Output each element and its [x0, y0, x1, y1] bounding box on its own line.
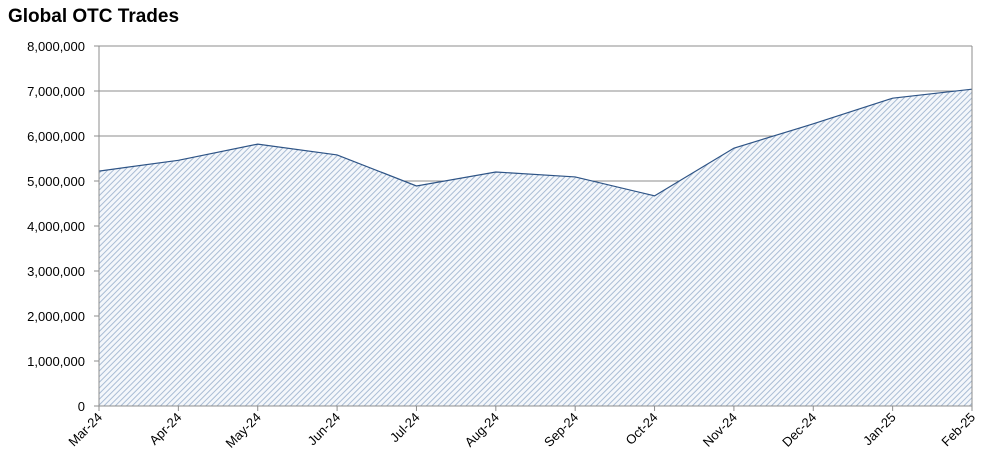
y-tick-label: 8,000,000: [27, 39, 85, 54]
y-tick-label: 7,000,000: [27, 84, 85, 99]
x-tick-label: Feb-25: [938, 410, 978, 450]
x-tick-label: Apr-24: [146, 410, 184, 448]
y-tick-label: 1,000,000: [27, 354, 85, 369]
y-tick-label: 2,000,000: [27, 309, 85, 324]
x-tick-label: Aug-24: [462, 410, 502, 450]
x-tick-label: Sep-24: [541, 410, 581, 450]
chart-title: Global OTC Trades: [8, 6, 179, 27]
y-tick-label: 3,000,000: [27, 264, 85, 279]
area-fill: [99, 89, 972, 406]
x-tick-label: Jun-24: [304, 410, 343, 449]
x-tick-label: Jul-24: [387, 410, 423, 446]
x-tick-label: Mar-24: [65, 410, 105, 450]
x-tick-label: Dec-24: [779, 410, 819, 450]
y-tick-label: 0: [78, 399, 85, 414]
y-tick-label: 4,000,000: [27, 219, 85, 234]
x-tick-label: Jan-25: [860, 410, 899, 449]
x-tick-label: May-24: [223, 410, 264, 451]
area-line: [98, 88, 973, 197]
y-tick-label: 5,000,000: [27, 174, 85, 189]
x-tick-label: Oct-24: [622, 410, 660, 448]
y-tick-label: 6,000,000: [27, 129, 85, 144]
x-tick-label: Nov-24: [700, 410, 740, 450]
